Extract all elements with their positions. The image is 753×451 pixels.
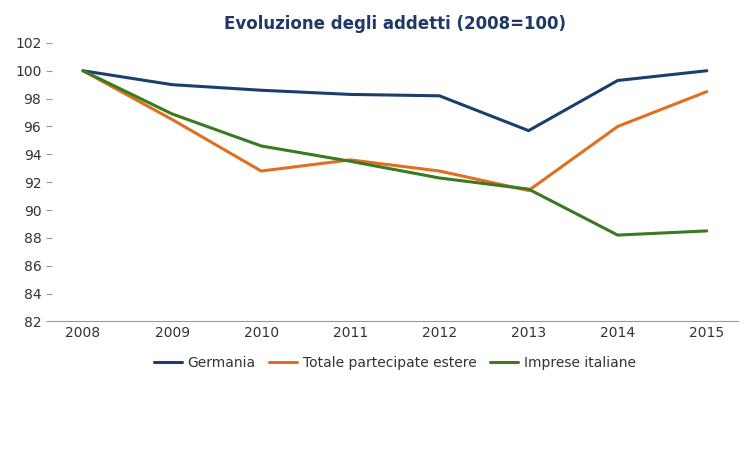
Line: Totale partecipate estere: Totale partecipate estere bbox=[83, 71, 707, 190]
Totale partecipate estere bbox=[78, 68, 87, 74]
Imprese italiane bbox=[168, 111, 177, 117]
Germania bbox=[524, 128, 533, 133]
Totale partecipate estere bbox=[257, 168, 266, 174]
Imprese italiane bbox=[346, 159, 355, 164]
Germania bbox=[435, 93, 444, 98]
Totale partecipate estere bbox=[168, 117, 177, 122]
Imprese italiane bbox=[78, 68, 87, 74]
Imprese italiane bbox=[613, 232, 622, 238]
Germania bbox=[78, 68, 87, 74]
Germania bbox=[613, 78, 622, 83]
Imprese italiane bbox=[524, 186, 533, 192]
Totale partecipate estere bbox=[346, 157, 355, 163]
Germania bbox=[703, 68, 712, 74]
Imprese italiane bbox=[703, 228, 712, 234]
Germania bbox=[257, 87, 266, 93]
Totale partecipate estere bbox=[703, 89, 712, 94]
Line: Germania: Germania bbox=[83, 71, 707, 131]
Imprese italiane bbox=[435, 175, 444, 181]
Imprese italiane bbox=[257, 143, 266, 149]
Germania bbox=[168, 82, 177, 87]
Totale partecipate estere bbox=[524, 188, 533, 193]
Totale partecipate estere bbox=[613, 124, 622, 129]
Totale partecipate estere bbox=[435, 168, 444, 174]
Line: Imprese italiane: Imprese italiane bbox=[83, 71, 707, 235]
Legend: Germania, Totale partecipate estere, Imprese italiane: Germania, Totale partecipate estere, Imp… bbox=[148, 351, 642, 376]
Title: Evoluzione degli addetti (2008=100): Evoluzione degli addetti (2008=100) bbox=[224, 15, 566, 33]
Germania bbox=[346, 92, 355, 97]
